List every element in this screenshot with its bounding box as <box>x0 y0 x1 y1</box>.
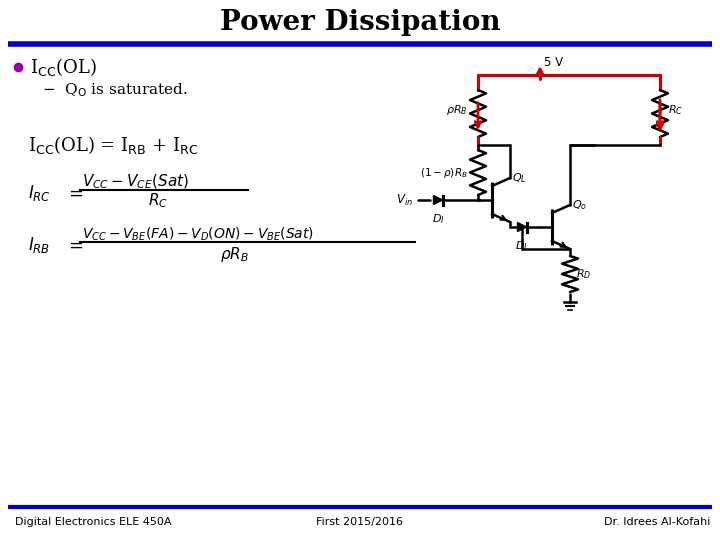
Text: $V_{CC}-V_{CE}(Sat)$: $V_{CC}-V_{CE}(Sat)$ <box>82 173 189 191</box>
Text: $V_{CC}-V_{BE}(FA)-V_D(ON)-V_{BE}(Sat)$: $V_{CC}-V_{BE}(FA)-V_D(ON)-V_{BE}(Sat)$ <box>82 225 314 242</box>
Text: $D_I$: $D_I$ <box>432 212 444 226</box>
Text: $D_L$: $D_L$ <box>515 239 529 253</box>
Text: $R_C$: $R_C$ <box>668 103 683 117</box>
Text: $(1-\rho) R_B$: $(1-\rho) R_B$ <box>420 166 468 180</box>
Text: I$_{\rm CC}$(OL): I$_{\rm CC}$(OL) <box>30 56 96 78</box>
Text: $=$: $=$ <box>65 184 84 202</box>
Text: Digital Electronics ELE 450A: Digital Electronics ELE 450A <box>15 517 171 527</box>
Text: $R_C$: $R_C$ <box>148 192 168 211</box>
Polygon shape <box>518 222 526 232</box>
Text: $I_{RC}$: $I_{RC}$ <box>28 183 51 203</box>
Text: 5 V: 5 V <box>544 57 563 70</box>
Text: $\rho R_B$: $\rho R_B$ <box>446 103 468 117</box>
Polygon shape <box>433 195 443 205</box>
Text: Dr. Idrees Al-Kofahi: Dr. Idrees Al-Kofahi <box>603 517 710 527</box>
Text: $R_D$: $R_D$ <box>576 267 591 281</box>
Text: Power Dissipation: Power Dissipation <box>220 9 500 36</box>
Text: $\rho R_B$: $\rho R_B$ <box>220 245 249 264</box>
Text: $V_{in}$: $V_{in}$ <box>396 192 413 207</box>
Text: $Q_o$: $Q_o$ <box>572 198 587 212</box>
Text: $Q_L$: $Q_L$ <box>512 171 526 185</box>
Text: $I_{RB}$: $I_{RB}$ <box>28 235 50 255</box>
Text: I$_{\rm CC}$(OL) = I$_{\rm RB}$ + I$_{\rm RC}$: I$_{\rm CC}$(OL) = I$_{\rm RB}$ + I$_{\r… <box>28 134 199 156</box>
Text: First 2015/2016: First 2015/2016 <box>317 517 403 527</box>
Text: $-$  Q$_{\rm O}$ is saturated.: $-$ Q$_{\rm O}$ is saturated. <box>42 81 188 99</box>
Text: $=$: $=$ <box>65 236 84 254</box>
